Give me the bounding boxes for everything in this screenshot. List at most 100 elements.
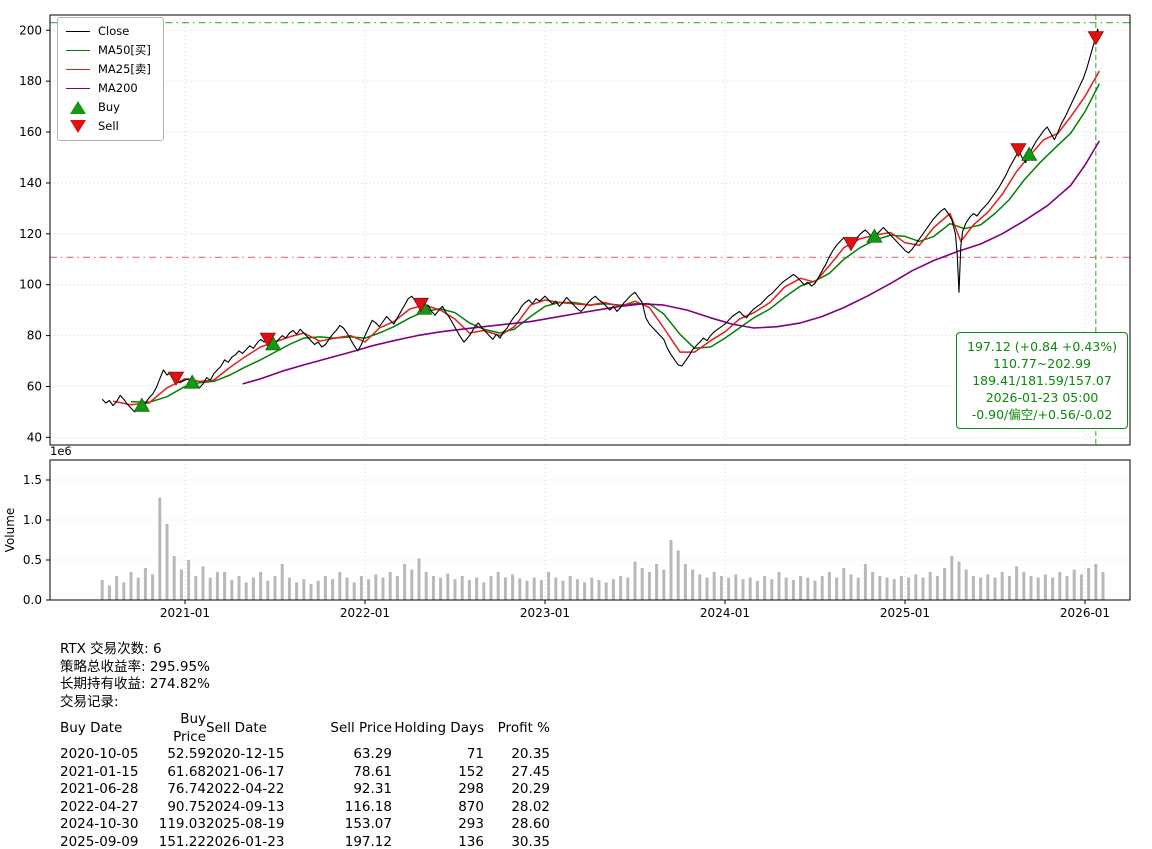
ma25-line-icon (66, 68, 90, 70)
legend-label: Buy (98, 100, 120, 114)
table-row: 2024-10-30 119.03 2025-08-19 153.07 293 28.60 (60, 816, 550, 834)
trade-cell: 2024-10-30 (60, 816, 139, 832)
legend-label: MA200 (98, 81, 138, 95)
buy-hold-return-line: 长期持有收益: 274.82% (60, 676, 210, 692)
trade-cell: 2026-01-23 (206, 833, 285, 849)
trade-cell: 2022-04-27 (60, 798, 139, 815)
trade-cell: 28.60 (511, 816, 550, 832)
trade-cell: 27.45 (511, 763, 550, 780)
ma50-line-icon (66, 49, 90, 51)
trade-col-header: Buy Date (60, 719, 123, 736)
svg-text:180: 180 (19, 74, 42, 88)
annotation-datetime: 2026-01-23 05:00 (985, 390, 1099, 405)
trade-col-header: Sell Date (206, 719, 267, 736)
legend-label: Sell (98, 119, 119, 133)
trade-col-header: Sell Price (330, 719, 392, 736)
sell-triangle-icon (66, 119, 90, 133)
svg-text:2024-01: 2024-01 (700, 606, 750, 620)
trade-cell: 28.02 (511, 798, 550, 815)
legend-item-ma200: MA200 (66, 80, 151, 96)
svg-text:40: 40 (27, 430, 42, 444)
legend-item-close: Close (66, 23, 151, 39)
trade-cell: 20.29 (511, 781, 550, 797)
svg-text:100: 100 (19, 278, 42, 292)
trade-cell: 153.07 (344, 816, 392, 832)
svg-text:1.5: 1.5 (23, 473, 42, 487)
table-row: 2021-06-28 76.74 2022-04-22 92.31 298 20.29 (60, 781, 550, 799)
legend-label: MA50[买] (98, 43, 151, 57)
trade-cell: 61.68 (167, 763, 206, 780)
table-row: 2025-09-09 151.22 2026-01-23 197.12 136 30.35 (60, 834, 550, 849)
trade-cell: 116.18 (344, 798, 392, 815)
trade-cell: 2020-10-05 (60, 746, 139, 762)
trade-cell: 152 (458, 763, 484, 780)
trade-cell: 2025-08-19 (206, 816, 285, 832)
trade-records-table: Buy Date Buy Price Sell Date Sell Price Hold… (60, 711, 550, 849)
trade-cell: 2025-09-09 (60, 833, 139, 849)
trade-cell: 78.61 (353, 763, 392, 780)
trade-cell: 151.22 (158, 833, 206, 849)
close-line-icon (66, 30, 90, 32)
trade-cell: 63.29 (353, 746, 392, 762)
trade-cell: 71 (466, 746, 484, 762)
annotation-ma-values: 189.41/181.59/157.07 (972, 373, 1112, 388)
trade-cell: 30.35 (511, 833, 550, 849)
trade-cell: 298 (458, 781, 484, 797)
svg-text:120: 120 (19, 227, 42, 241)
table-row: 2022-04-27 90.75 2024-09-13 116.18 870 28.02 (60, 799, 550, 817)
svg-text:60: 60 (27, 379, 42, 393)
svg-text:160: 160 (19, 125, 42, 139)
trade-records-title: 交易记录: (60, 693, 119, 710)
legend-item-sell: Sell (66, 118, 151, 134)
trade-cell: 870 (458, 798, 484, 815)
svg-text:2022-01: 2022-01 (340, 606, 390, 620)
trade-cell: 293 (458, 816, 484, 832)
trade-cell: 20.35 (511, 746, 550, 762)
annotation-last-price: 197.12 (+0.84 +0.43%) (967, 339, 1117, 354)
svg-text:Volume: Volume (3, 508, 17, 553)
trade-cell: 76.74 (167, 781, 206, 797)
svg-text:80: 80 (27, 329, 42, 343)
svg-text:0.0: 0.0 (23, 593, 42, 607)
legend-item-ma25: MA25[卖] (66, 61, 151, 77)
svg-text:200: 200 (19, 23, 42, 37)
trade-col-header: Holding Days (394, 719, 484, 736)
trade-col-header: Profit % (497, 719, 550, 736)
trade-cell: 90.75 (167, 798, 206, 815)
svg-text:1.0: 1.0 (23, 513, 42, 527)
trade-cell: 2021-06-28 (60, 781, 139, 797)
svg-text:0.5: 0.5 (23, 553, 42, 567)
price-indicator-annotation: 197.12 (+0.84 +0.43%) 110.77~202.99 189.… (956, 332, 1128, 429)
table-row: 2020-10-05 52.59 2020-12-15 63.29 71 20.35 (60, 746, 550, 764)
trade-cell: 119.03 (158, 816, 206, 832)
trade-cell: 197.12 (344, 833, 392, 849)
trade-table-header-row: Buy Date Buy Price Sell Date Sell Price Hold… (60, 711, 550, 746)
buy-triangle-icon (66, 100, 90, 114)
trade-cell: 92.31 (353, 781, 392, 797)
svg-text:2026-01: 2026-01 (1060, 606, 1110, 620)
trade-col-header: Buy Price (173, 711, 206, 745)
strategy-summary-block: RTX 交易次数: 6 策略总收益率: 295.95% 长期持有收益: 274.… (60, 641, 550, 849)
trade-cell: 2021-06-17 (206, 763, 285, 780)
svg-text:1e6: 1e6 (50, 444, 72, 458)
trade-count-line: RTX 交易次数: 6 (60, 641, 162, 657)
table-row: 2021-01-15 61.68 2021-06-17 78.61 152 27.45 (60, 764, 550, 782)
chart-legend: Close MA50[买] MA25[卖] MA200 Buy Sell (57, 17, 164, 141)
trade-cell: 2024-09-13 (206, 798, 285, 815)
trade-cell: 136 (458, 833, 484, 849)
svg-text:2021-01: 2021-01 (160, 606, 210, 620)
svg-text:2023-01: 2023-01 (520, 606, 570, 620)
ma200-line-icon (66, 87, 90, 89)
legend-label: Close (98, 24, 130, 38)
legend-item-buy: Buy (66, 99, 151, 115)
trade-cell: 52.59 (167, 746, 206, 762)
trade-cell: 2021-01-15 (60, 763, 139, 780)
legend-item-ma50: MA50[买] (66, 42, 151, 58)
svg-text:140: 140 (19, 176, 42, 190)
trade-cell: 2020-12-15 (206, 746, 285, 762)
svg-text:2025-01: 2025-01 (880, 606, 930, 620)
legend-label: MA25[卖] (98, 62, 151, 76)
annotation-range: 110.77~202.99 (993, 356, 1091, 371)
price-volume-chart: 40 60 80 100 120 140 160 180 200 0.0 0.5 1.0 1.5 2021… (3, 14, 1131, 620)
